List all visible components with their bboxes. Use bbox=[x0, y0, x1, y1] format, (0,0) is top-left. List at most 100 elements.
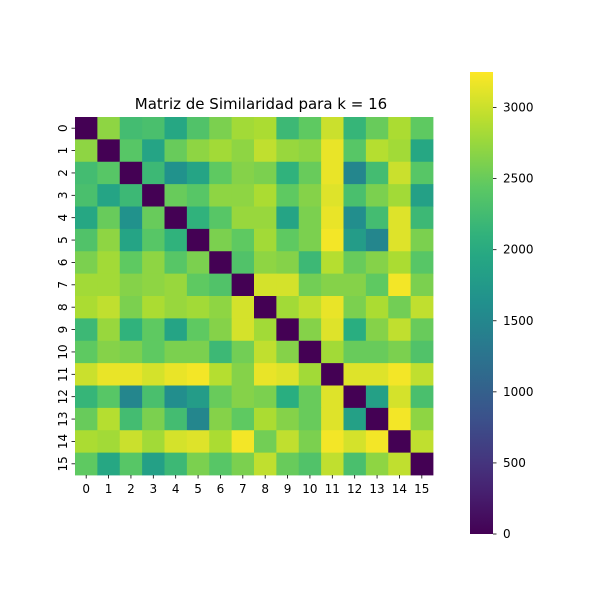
heatmap-cell bbox=[343, 318, 367, 342]
heatmap-cell bbox=[365, 363, 389, 386]
heatmap-cell bbox=[321, 161, 344, 185]
x-tick-label: 0 bbox=[82, 482, 90, 496]
heatmap-cell bbox=[164, 385, 188, 409]
heatmap-cell bbox=[75, 340, 98, 364]
heatmap-cell bbox=[321, 184, 344, 207]
heatmap-cell bbox=[321, 206, 344, 230]
colorbar-tick-label: 2000 bbox=[503, 243, 534, 257]
x-tick-label: 15 bbox=[414, 482, 429, 496]
heatmap-cell bbox=[164, 363, 188, 386]
heatmap-cell bbox=[142, 228, 165, 252]
heatmap-cell bbox=[186, 228, 210, 252]
heatmap-cell bbox=[142, 452, 165, 476]
heatmap-cell bbox=[231, 452, 255, 476]
colorbar-tick-label: 3000 bbox=[503, 101, 534, 115]
heatmap-cell bbox=[388, 117, 412, 140]
heatmap-cell bbox=[276, 340, 300, 364]
x-tick-label: 5 bbox=[194, 482, 202, 496]
heatmap-cell bbox=[186, 206, 210, 230]
heatmap-cell bbox=[410, 296, 434, 319]
heatmap-cell bbox=[254, 139, 277, 163]
heatmap-cell bbox=[75, 184, 98, 207]
heatmap-cell bbox=[388, 228, 412, 252]
heatmap-cell bbox=[343, 273, 367, 297]
heatmap-cell bbox=[365, 452, 389, 476]
y-tick-label: 6 bbox=[56, 259, 70, 267]
heatmap-cell bbox=[321, 251, 344, 275]
heatmap-cell bbox=[365, 273, 389, 297]
heatmap-cell bbox=[164, 273, 188, 297]
heatmap-cell bbox=[276, 251, 300, 275]
y-tick-label: 2 bbox=[56, 169, 70, 177]
heatmap-cell bbox=[276, 161, 300, 185]
colorbar-axis: 0 500 1000 1500 2000 2500 3000 bbox=[493, 101, 534, 541]
colorbar-tick-label: 1000 bbox=[503, 385, 534, 399]
heatmap-cell bbox=[343, 251, 367, 275]
heatmap-cell bbox=[410, 251, 434, 275]
heatmap-cell bbox=[75, 206, 98, 230]
heatmap-cell bbox=[186, 251, 210, 275]
heatmap-cell bbox=[186, 296, 210, 319]
heatmap-cell bbox=[231, 251, 255, 275]
heatmap-cell bbox=[254, 430, 277, 454]
heatmap-cell bbox=[119, 139, 143, 163]
heatmap-cell bbox=[365, 184, 389, 207]
heatmap-cell bbox=[186, 340, 210, 364]
heatmap-cell bbox=[209, 184, 233, 207]
heatmap-cell bbox=[119, 184, 143, 207]
heatmap-cell bbox=[343, 296, 367, 319]
heatmap-cell bbox=[97, 139, 121, 163]
heatmap-cell bbox=[119, 340, 143, 364]
heatmap-cell bbox=[164, 340, 188, 364]
heatmap-cell bbox=[298, 430, 322, 454]
heatmap-cell bbox=[186, 430, 210, 454]
heatmap-cell bbox=[75, 161, 98, 185]
heatmap-cell bbox=[388, 161, 412, 185]
heatmap-cell bbox=[119, 385, 143, 409]
heatmap-cell bbox=[231, 139, 255, 163]
heatmap-cell bbox=[75, 363, 98, 386]
heatmap-cell bbox=[276, 318, 300, 342]
heatmap-cell bbox=[276, 363, 300, 386]
heatmap-cell bbox=[321, 363, 344, 386]
heatmap-cell bbox=[209, 117, 233, 140]
heatmap-cell bbox=[119, 296, 143, 319]
colorbar-tick-label: 2500 bbox=[503, 172, 534, 186]
heatmap-cell bbox=[254, 184, 277, 207]
heatmap-cell bbox=[231, 206, 255, 230]
heatmap-cell bbox=[97, 363, 121, 386]
heatmap-cell bbox=[343, 452, 367, 476]
heatmap-cell bbox=[119, 430, 143, 454]
heatmap-cell bbox=[186, 363, 210, 386]
heatmap-cell bbox=[186, 318, 210, 342]
heatmap-cell bbox=[410, 430, 434, 454]
heatmap-cell bbox=[298, 407, 322, 431]
heatmap-cell bbox=[410, 117, 434, 140]
heatmap-cell bbox=[231, 385, 255, 409]
y-tick-label: 8 bbox=[56, 303, 70, 311]
heatmap-cell bbox=[209, 407, 233, 431]
heatmap-cell bbox=[298, 117, 322, 140]
heatmap-cell bbox=[164, 184, 188, 207]
heatmap-cell bbox=[298, 452, 322, 476]
heatmap-cell bbox=[75, 318, 98, 342]
heatmap-cell bbox=[119, 407, 143, 431]
heatmap-cell bbox=[164, 206, 188, 230]
heatmap-cell bbox=[97, 296, 121, 319]
heatmap-cell bbox=[365, 251, 389, 275]
heatmap-cell bbox=[365, 228, 389, 252]
heatmap-cell bbox=[209, 385, 233, 409]
y-tick-label: 10 bbox=[56, 344, 70, 359]
heatmap-cell bbox=[343, 340, 367, 364]
heatmap-cell bbox=[97, 452, 121, 476]
heatmap-cell bbox=[365, 407, 389, 431]
heatmap-cell bbox=[231, 363, 255, 386]
heatmap-cell bbox=[231, 228, 255, 252]
heatmap-cell bbox=[276, 385, 300, 409]
heatmap-cell bbox=[254, 251, 277, 275]
heatmap-cell bbox=[388, 363, 412, 386]
heatmap-cell bbox=[254, 117, 277, 140]
heatmap-cell bbox=[343, 161, 367, 185]
heatmap-cell bbox=[410, 385, 434, 409]
heatmap-cell bbox=[97, 318, 121, 342]
